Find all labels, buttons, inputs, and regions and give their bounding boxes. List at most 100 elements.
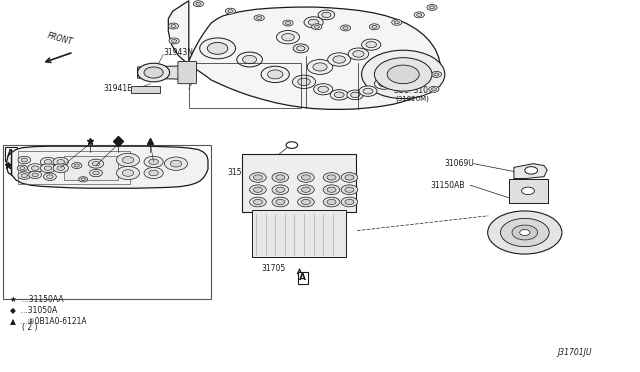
Circle shape <box>353 51 364 57</box>
Circle shape <box>292 75 316 89</box>
Polygon shape <box>168 1 440 109</box>
Circle shape <box>298 78 310 86</box>
Text: 31941E: 31941E <box>104 84 132 93</box>
Circle shape <box>200 38 236 59</box>
Circle shape <box>257 16 262 19</box>
Circle shape <box>434 73 439 76</box>
Circle shape <box>168 23 179 29</box>
Circle shape <box>116 153 140 167</box>
Circle shape <box>44 160 52 164</box>
Circle shape <box>32 173 38 177</box>
Circle shape <box>237 52 262 67</box>
Circle shape <box>345 187 354 192</box>
Circle shape <box>268 70 283 79</box>
Circle shape <box>520 230 530 235</box>
Polygon shape <box>131 86 160 93</box>
Text: ▲  ...⑧0B1A0-6121A: ▲ ...⑧0B1A0-6121A <box>10 316 86 325</box>
Polygon shape <box>138 66 192 79</box>
Text: (31020M): (31020M) <box>396 96 429 102</box>
Circle shape <box>207 42 228 54</box>
Circle shape <box>81 178 86 181</box>
Circle shape <box>164 157 188 170</box>
Circle shape <box>318 10 335 20</box>
Bar <box>509 179 548 203</box>
Circle shape <box>427 4 437 10</box>
Bar <box>252 210 346 257</box>
Circle shape <box>298 185 314 195</box>
Circle shape <box>90 169 102 177</box>
Circle shape <box>144 167 163 179</box>
Circle shape <box>28 164 43 173</box>
Circle shape <box>18 156 31 164</box>
Circle shape <box>347 90 364 100</box>
Circle shape <box>394 21 399 24</box>
Circle shape <box>327 175 336 180</box>
Circle shape <box>348 48 369 60</box>
Circle shape <box>417 13 422 16</box>
Circle shape <box>272 197 289 207</box>
Polygon shape <box>514 164 547 179</box>
Circle shape <box>296 46 305 51</box>
Circle shape <box>293 44 308 53</box>
Circle shape <box>322 12 331 17</box>
Circle shape <box>272 185 289 195</box>
Text: 31069U: 31069U <box>445 159 474 168</box>
Circle shape <box>21 174 28 177</box>
Circle shape <box>431 88 436 91</box>
Circle shape <box>345 199 354 205</box>
Circle shape <box>522 187 534 195</box>
Text: ★  ...31150AA: ★ ...31150AA <box>10 295 63 304</box>
Circle shape <box>44 166 52 170</box>
Circle shape <box>392 19 402 25</box>
Circle shape <box>21 158 28 162</box>
Circle shape <box>341 185 358 195</box>
Polygon shape <box>6 146 208 188</box>
Circle shape <box>387 65 419 84</box>
Circle shape <box>313 63 327 71</box>
Circle shape <box>286 142 298 148</box>
Circle shape <box>363 88 373 94</box>
Circle shape <box>341 173 358 182</box>
Circle shape <box>345 175 354 180</box>
Circle shape <box>323 197 340 207</box>
Circle shape <box>88 159 104 168</box>
Circle shape <box>276 31 300 44</box>
Circle shape <box>122 157 134 163</box>
Circle shape <box>301 199 310 205</box>
Circle shape <box>362 50 445 99</box>
Circle shape <box>148 170 159 176</box>
Circle shape <box>341 197 358 207</box>
Circle shape <box>31 166 39 170</box>
Text: FRONT: FRONT <box>46 31 73 46</box>
Circle shape <box>92 161 100 166</box>
Circle shape <box>254 15 264 21</box>
FancyBboxPatch shape <box>178 61 196 84</box>
Circle shape <box>343 26 348 29</box>
Circle shape <box>282 33 294 41</box>
Circle shape <box>372 25 377 28</box>
Circle shape <box>312 24 322 30</box>
Circle shape <box>333 56 346 63</box>
Circle shape <box>276 187 285 192</box>
Circle shape <box>327 187 336 192</box>
Text: SEC. 310: SEC. 310 <box>394 86 428 95</box>
Circle shape <box>318 86 328 92</box>
Circle shape <box>362 39 381 50</box>
Circle shape <box>366 42 376 48</box>
Text: 31943N: 31943N <box>163 48 193 57</box>
Circle shape <box>261 66 289 83</box>
Circle shape <box>193 1 204 7</box>
Text: J31701JU: J31701JU <box>557 348 592 357</box>
Circle shape <box>429 6 435 9</box>
Circle shape <box>138 63 170 82</box>
Circle shape <box>525 167 538 174</box>
Circle shape <box>359 86 377 96</box>
Circle shape <box>374 78 394 89</box>
Circle shape <box>144 156 163 167</box>
Circle shape <box>307 60 333 74</box>
Circle shape <box>369 24 380 30</box>
Text: ◆  ...31050A: ◆ ...31050A <box>10 305 57 314</box>
Circle shape <box>253 187 262 192</box>
Circle shape <box>308 19 319 25</box>
Circle shape <box>314 25 319 28</box>
